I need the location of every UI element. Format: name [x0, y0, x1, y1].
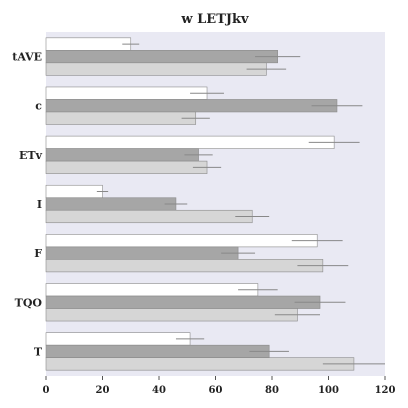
bar — [45, 295, 321, 309]
bar — [45, 234, 318, 248]
bar — [45, 86, 208, 100]
category-label: I — [37, 198, 42, 211]
bar — [45, 148, 199, 162]
bar — [45, 197, 177, 211]
category-label: F — [34, 247, 42, 260]
bar — [45, 259, 324, 273]
bar — [45, 308, 298, 322]
category-label: c — [35, 100, 42, 113]
category-labels: tAVE c ETv I F TQO T — [12, 51, 43, 359]
category-label: ETv — [19, 149, 43, 162]
category-label: T — [34, 345, 43, 358]
bar — [45, 246, 239, 260]
x-axis-ticks: 0 20 40 60 80 100 120 — [43, 376, 396, 396]
x-tick-label: 40 — [152, 385, 166, 396]
category-label: TQO — [15, 296, 43, 309]
bar — [45, 160, 208, 174]
x-tick-label: 80 — [265, 385, 279, 396]
bar — [45, 37, 132, 51]
bar — [45, 344, 270, 358]
bar — [45, 62, 267, 76]
x-tick-label: 100 — [318, 385, 339, 396]
x-tick-label: 20 — [96, 385, 110, 396]
bar — [45, 357, 355, 371]
bar — [45, 332, 191, 346]
bar — [45, 135, 335, 149]
bar — [45, 111, 197, 125]
bar — [45, 209, 253, 224]
x-tick-label: 60 — [209, 385, 223, 396]
bar — [45, 184, 103, 199]
bar — [45, 99, 338, 113]
bar — [45, 283, 259, 297]
category-label: tAVE — [12, 51, 42, 64]
bar — [45, 50, 278, 64]
x-tick-label: 120 — [375, 385, 396, 396]
x-tick-label: 0 — [43, 385, 50, 396]
bars-layer — [45, 37, 385, 371]
chart-title: w LETJkv — [180, 12, 249, 27]
